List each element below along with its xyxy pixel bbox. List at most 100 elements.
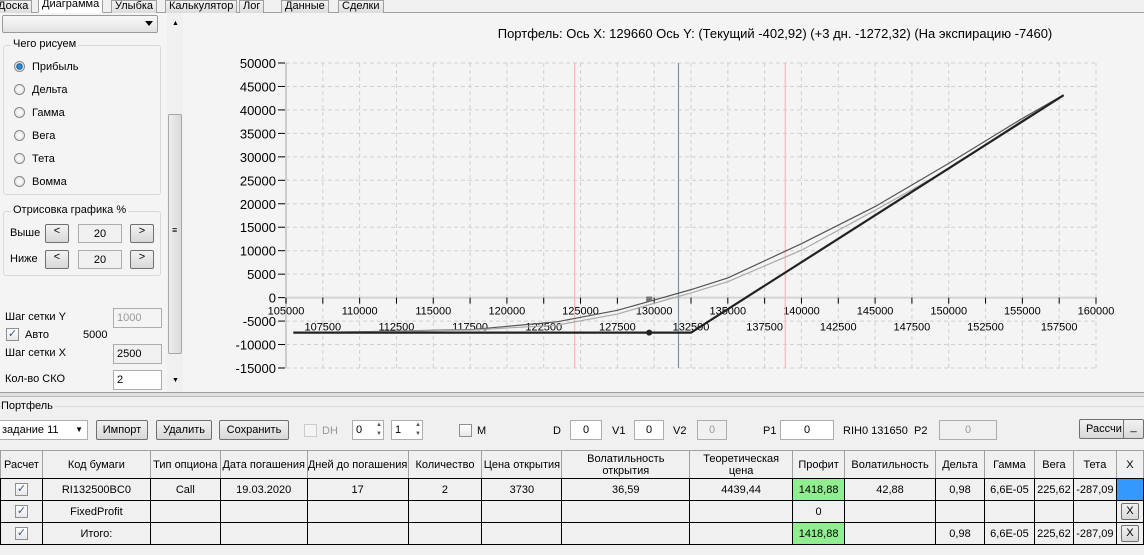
grid-y-input[interactable]: 1000 bbox=[113, 308, 162, 328]
radio-2[interactable]: Гамма bbox=[14, 106, 65, 120]
tab-1[interactable]: Диаграмма bbox=[38, 0, 104, 13]
x-tick-label: 110000 bbox=[342, 306, 378, 318]
x-tick-label: 160000 bbox=[1078, 306, 1115, 318]
save-button[interactable]: Сохранить bbox=[219, 420, 289, 440]
splitter[interactable] bbox=[0, 392, 1144, 397]
radio-5[interactable]: Вомма bbox=[14, 175, 67, 189]
dh-checkbox[interactable] bbox=[304, 424, 317, 437]
minimize-button[interactable]: _ bbox=[1123, 419, 1144, 439]
tab-bar: Доска Диаграмма Улыбка Калькулятор Лог Данные… bbox=[0, 0, 1144, 13]
scroll-down-icon[interactable]: ▼ bbox=[172, 377, 179, 384]
spinner-arrows-icon[interactable]: ▲ ▼ bbox=[376, 422, 382, 437]
tab-0[interactable]: Доска bbox=[0, 0, 33, 13]
radio-0[interactable]: Прибыль bbox=[14, 60, 79, 74]
x-tick-label-minor: 147500 bbox=[894, 322, 931, 334]
radio-3[interactable]: Вега bbox=[14, 129, 55, 143]
column-header[interactable]: Волатильность bbox=[844, 450, 937, 479]
remove-cell: X bbox=[1115, 500, 1144, 523]
table-cell: 4439,44 bbox=[689, 478, 794, 501]
grid-x-input[interactable]: 2500 bbox=[113, 344, 162, 364]
radio-4[interactable]: Тета bbox=[14, 152, 55, 166]
column-header[interactable]: Дата погашения bbox=[219, 450, 308, 479]
table-cell bbox=[983, 500, 1035, 523]
column-header[interactable]: Расчет bbox=[0, 450, 43, 479]
v2-label: V2 bbox=[673, 425, 687, 437]
column-header[interactable]: Тета bbox=[1072, 450, 1117, 479]
scroll-up-icon[interactable]: ▲ bbox=[172, 20, 179, 27]
table-cell: Call bbox=[149, 478, 221, 501]
scroll-thumb[interactable]: ≡ bbox=[168, 114, 182, 354]
table-cell bbox=[149, 500, 221, 523]
spin1-value: 0 bbox=[356, 424, 363, 436]
radio-label: Вомма bbox=[32, 176, 67, 188]
table-row: ✓ RI132500BC0 Call 19.03.2020 17 2 3730 36,59 44… bbox=[0, 478, 1144, 501]
spinner-arrows-icon[interactable]: ▲ ▼ bbox=[415, 422, 421, 437]
p1-label: P1 bbox=[763, 425, 777, 437]
cursor-point-current bbox=[646, 296, 653, 302]
chart-select-combo[interactable] bbox=[2, 15, 158, 33]
x-tick-label: 120000 bbox=[489, 306, 526, 318]
radio-icon bbox=[14, 153, 25, 164]
table-row: ✓ FixedProfit 0 X bbox=[0, 500, 1144, 523]
table-cell bbox=[306, 500, 409, 523]
table-cell: Итого: bbox=[41, 522, 151, 545]
radio-icon bbox=[14, 176, 25, 187]
column-header[interactable]: Код бумаги bbox=[41, 450, 151, 479]
column-header[interactable]: Профит bbox=[792, 450, 846, 479]
tab-5[interactable]: Данные bbox=[281, 0, 329, 13]
column-header[interactable]: Волатильность открытия bbox=[561, 450, 691, 479]
calc-checkbox[interactable]: ✓ bbox=[14, 505, 28, 518]
column-header[interactable]: Цена открытия bbox=[481, 450, 563, 479]
radio-icon bbox=[14, 84, 25, 95]
table-cell bbox=[689, 500, 794, 523]
table-cell bbox=[844, 500, 937, 523]
table-cell: 225,62 bbox=[1033, 522, 1074, 545]
radio-1[interactable]: Дельта bbox=[14, 83, 68, 97]
calc-checkbox[interactable]: ✓ bbox=[14, 527, 28, 540]
auto-checkbox[interactable]: ✓ bbox=[6, 328, 19, 341]
radio-icon bbox=[14, 107, 25, 118]
above-decrease-button[interactable]: < bbox=[45, 224, 69, 243]
left-panel-scrollbar[interactable]: ▲ ≡ ▼ bbox=[167, 13, 183, 392]
d-input[interactable]: 0 bbox=[570, 420, 602, 440]
y-tick-label: 45000 bbox=[240, 79, 276, 94]
tab-3[interactable]: Калькулятор bbox=[165, 0, 238, 13]
column-header[interactable]: Дней до погашения bbox=[306, 450, 409, 479]
portfolio-table: Расчет Код бумаги Тип опциона Дата погашени… bbox=[0, 450, 1144, 545]
table-cell: 1418,88 bbox=[792, 478, 846, 501]
column-header[interactable]: Теоретическая цена bbox=[689, 450, 794, 479]
below-label: Ниже bbox=[10, 253, 38, 265]
below-increase-button[interactable]: > bbox=[130, 250, 154, 269]
spin1[interactable]: 0 ▲ ▼ bbox=[352, 420, 384, 440]
p2-input[interactable]: 0 bbox=[939, 420, 997, 440]
table-cell: FixedProfit bbox=[41, 500, 151, 523]
column-header[interactable]: Дельта bbox=[935, 450, 985, 479]
p1-input[interactable]: 0 bbox=[780, 420, 834, 440]
above-increase-button[interactable]: > bbox=[130, 224, 154, 243]
remove-row-button[interactable]: X bbox=[1120, 503, 1139, 520]
table-cell: 225,62 bbox=[1033, 478, 1074, 501]
v1-input[interactable]: 0 bbox=[634, 420, 664, 440]
tab-2[interactable]: Улыбка bbox=[111, 0, 158, 13]
sko-input[interactable]: 2 bbox=[113, 370, 162, 390]
column-header[interactable]: Количество bbox=[407, 450, 483, 479]
column-header[interactable]: Тип опциона bbox=[149, 450, 221, 479]
chevron-down-icon bbox=[145, 21, 153, 26]
y-tick-label: -15000 bbox=[236, 361, 276, 376]
below-decrease-button[interactable]: < bbox=[45, 250, 69, 269]
delete-button[interactable]: Удалить bbox=[156, 420, 212, 440]
v2-input[interactable]: 0 bbox=[697, 420, 727, 440]
tab-6[interactable]: Сделки bbox=[338, 0, 384, 13]
column-header[interactable]: X bbox=[1115, 450, 1144, 479]
remove-row-button[interactable]: X bbox=[1120, 525, 1139, 542]
calculate-button[interactable]: Рассчи bbox=[1079, 419, 1125, 439]
series-expiry bbox=[293, 94, 1065, 334]
column-header[interactable]: Вега bbox=[1033, 450, 1074, 479]
calc-checkbox[interactable]: ✓ bbox=[14, 483, 28, 496]
column-header[interactable]: Гамма bbox=[983, 450, 1035, 479]
import-button[interactable]: Импорт bbox=[96, 420, 148, 440]
spin2[interactable]: 1 ▲ ▼ bbox=[391, 420, 423, 440]
m-checkbox[interactable] bbox=[459, 424, 472, 437]
portfolio-select[interactable]: задание 11 ▼ bbox=[0, 420, 88, 440]
tab-4[interactable]: Лог bbox=[239, 0, 265, 13]
